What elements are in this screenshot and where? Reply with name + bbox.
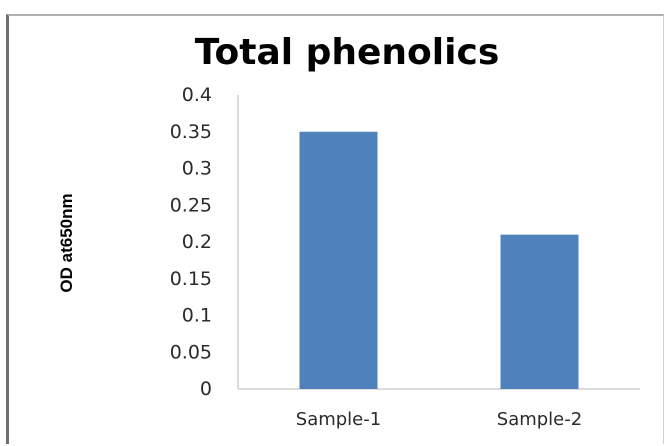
y-tick-label: 0.25 [170,194,212,216]
y-tick-label: 0.1 [182,305,212,327]
bars [299,131,579,389]
y-tick-label: 0.3 [182,158,212,180]
y-axis-title: OD at650nm [57,193,76,292]
y-tick-label: 0.05 [170,341,212,363]
y-tick-label: 0 [200,378,212,400]
y-axis-ticks: 0 0.05 0.1 0.15 0.2 0.25 0.3 0.35 0.4 [170,84,212,400]
x-category-label: Sample-2 [497,409,582,430]
bar-sample-2 [500,234,579,389]
y-tick-label: 0.2 [182,231,212,253]
x-axis-labels: Sample-1 Sample-2 [296,409,582,430]
y-tick-label: 0.15 [170,268,212,290]
y-tick-label: 0.4 [182,84,212,106]
chart-title: Total phenolics [195,32,500,73]
chart-frame [6,14,664,444]
x-category-label: Sample-1 [296,409,381,430]
bar-sample-1 [299,131,378,389]
y-tick-label: 0.35 [170,121,212,143]
